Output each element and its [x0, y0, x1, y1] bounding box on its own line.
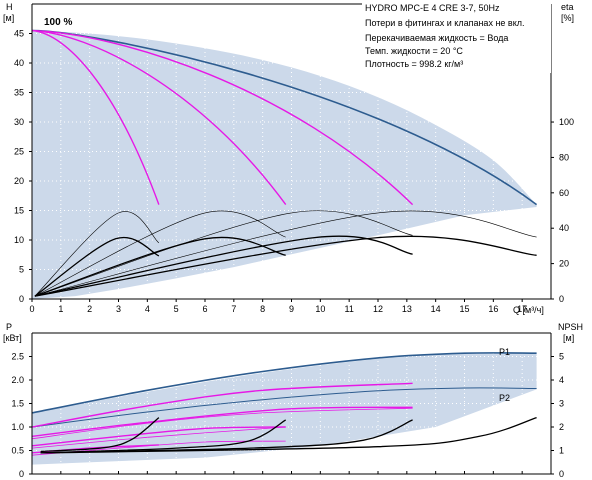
p2-part-curve-6 — [31, 407, 413, 440]
flow-tick-label: 16 — [488, 304, 498, 314]
p1-part-curve-3 — [31, 406, 413, 438]
head-axis-label: H — [6, 2, 13, 12]
power-tick-label: 0.5 — [11, 446, 24, 456]
flow-tick-label: 3 — [116, 304, 121, 314]
info-line-liquid: Перекачиваемая жидкость = Вода — [365, 33, 508, 43]
pump-info-box: HYDRO MPC-E 4 CRE 3-7, 50Hz Потери в фит… — [365, 3, 525, 69]
head-curve-2 — [31, 29, 287, 206]
head-envelope-area — [32, 30, 537, 299]
head-tick-label: 30 — [14, 117, 24, 127]
flow-tick-label: 15 — [459, 304, 469, 314]
info-line-losses: Потери в фитингах и клапанах не вкл. — [365, 18, 525, 28]
head-tick-labels: 0 1 2 3 4 5 6 7 8 9 10 11 12 13 14 15 16 1705101520253035… — [14, 29, 574, 315]
head-operating-envelope — [32, 30, 537, 299]
npsh-tick-label: 3 — [559, 399, 564, 409]
p2-part-curve-7 — [31, 426, 286, 449]
eta-tick-label: 60 — [559, 188, 569, 198]
head-tick-label: 40 — [14, 58, 24, 68]
npsh-tick-label: 4 — [559, 375, 564, 385]
flow-tick-label: 11 — [344, 304, 353, 314]
flow-tick-label: 0 — [29, 304, 34, 314]
power-tick-labels: 0 0.5 1.0 1.5 2.0 2.5 0 1 2 3 4 5 — [11, 352, 564, 480]
flow-tick-label: 10 — [315, 304, 325, 314]
eff-curve-11 — [34, 235, 537, 297]
power-npsh-curves — [31, 352, 537, 456]
eff-curve-8 — [34, 236, 160, 297]
eff-curve-10 — [34, 235, 413, 297]
head-axis-unit: [м] — [3, 13, 14, 23]
npsh-axis-unit: [м] — [563, 333, 574, 343]
flow-tick-label: 7 — [231, 304, 236, 314]
head-tick-label: 25 — [14, 147, 24, 157]
flow-tick-label: 6 — [202, 304, 207, 314]
p1-max-curve-0 — [31, 352, 537, 414]
npsh-tick-label: 0 — [559, 469, 564, 479]
info-line-density: Плотность = 998.2 кг/м³ — [365, 59, 463, 69]
flow-tick-label: 8 — [260, 304, 265, 314]
flow-tick-label: 17 — [517, 304, 527, 314]
head-curve-1 — [31, 29, 414, 206]
eta-tick-label: 100 — [559, 117, 574, 127]
npsh-axis-label: NPSH — [558, 322, 583, 332]
head-plot: 0 1 2 3 4 5 6 7 8 9 10 11 12 13 14 15 16 1705101520253035… — [3, 2, 574, 315]
flow-tick-label: 1 — [58, 304, 63, 314]
head-tick-label: 0 — [19, 294, 24, 304]
npsh-tick-label: 2 — [559, 422, 564, 432]
eta-tick-label: 20 — [559, 259, 569, 269]
flow-tick-label: 5 — [174, 304, 179, 314]
curve-label-p1: P1 — [499, 347, 510, 357]
eff-curve-7 — [34, 210, 537, 297]
eta-tick-label: 80 — [559, 152, 569, 162]
head-tick-label: 35 — [14, 88, 24, 98]
flow-tick-label: 2 — [87, 304, 92, 314]
head-tick-label: 15 — [14, 206, 24, 216]
power-axis-unit: [кВт] — [3, 333, 22, 343]
npsh-curve-12 — [40, 416, 537, 454]
eff-curve-4 — [34, 211, 160, 297]
flow-tick-label: 12 — [373, 304, 383, 314]
flow-axis-label: Q [м³/ч] — [513, 305, 544, 315]
info-line-temp: Темп. жидкости = 20 °C — [365, 46, 463, 56]
curve-label-p2: P2 — [499, 393, 510, 403]
max-speed-label: 100 % — [44, 17, 72, 28]
power-tick-label: 0 — [19, 469, 24, 479]
power-tick-label: 2.0 — [11, 375, 24, 385]
power-tick-label: 2.5 — [11, 352, 24, 362]
p2-max-curve-1 — [31, 387, 537, 428]
eff-curve-9 — [34, 236, 286, 297]
npsh-curve-9 — [40, 417, 160, 453]
p1-part-curve-2 — [31, 382, 413, 428]
head-tick-label: 45 — [14, 29, 24, 39]
head-tick-label: 5 — [19, 265, 24, 275]
head-tick-label: 10 — [14, 235, 24, 245]
npsh-tick-label: 5 — [559, 352, 564, 362]
eta-tick-label: 40 — [559, 223, 569, 233]
info-line-model: HYDRO MPC-E 4 CRE 3-7, 50Hz — [365, 3, 500, 13]
flow-tick-label: 4 — [145, 304, 150, 314]
info-box-bg — [362, 3, 551, 73]
power-tick-label: 1.0 — [11, 422, 24, 432]
eff-curve-5 — [34, 210, 286, 297]
flow-tick-label: 14 — [431, 304, 441, 314]
head-curves — [31, 29, 538, 297]
eta-axis-label: eta — [561, 2, 574, 12]
p1-part-curve-4 — [31, 426, 286, 447]
eta-axis-unit: [%] — [561, 13, 574, 23]
npsh-tick-label: 1 — [559, 446, 564, 456]
head-tick-label: 20 — [14, 176, 24, 186]
head-curve-3 — [31, 29, 160, 205]
eta-tick-label: 0 — [559, 294, 564, 304]
flow-tick-label: 13 — [402, 304, 412, 314]
power-axis-label: P — [6, 322, 12, 332]
power-tick-label: 1.5 — [11, 399, 24, 409]
eff-curve-6 — [34, 210, 413, 297]
flow-tick-label: 9 — [289, 304, 294, 314]
